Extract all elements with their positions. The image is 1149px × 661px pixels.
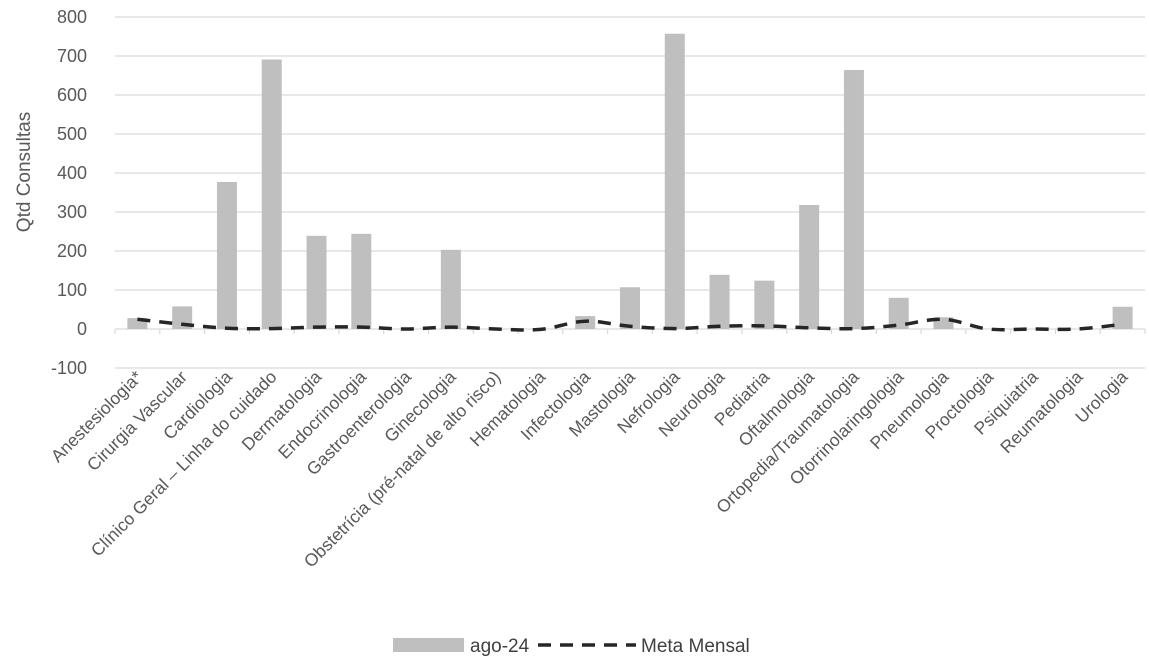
- bar-series: [127, 33, 1133, 330]
- bar: [664, 33, 685, 330]
- bar: [933, 317, 954, 329]
- bar: [888, 297, 909, 329]
- bar: [620, 287, 640, 329]
- y-tick-label: 0: [77, 319, 87, 339]
- bar: [261, 59, 282, 329]
- y-tick-label: 400: [57, 163, 87, 183]
- bar: [799, 204, 820, 329]
- y-tick-label: 800: [57, 7, 87, 27]
- bar: [843, 70, 864, 329]
- bar: [127, 318, 148, 329]
- legend-label-line: Meta Mensal: [641, 636, 750, 656]
- y-tick-label: 300: [57, 202, 87, 222]
- gridlines: [114, 16, 1146, 369]
- bar: [1112, 306, 1133, 329]
- bar: [306, 235, 327, 329]
- y-tick-label: 100: [57, 280, 87, 300]
- target-line: [137, 317, 1123, 332]
- legend-swatch-bars: [393, 638, 464, 652]
- bar: [351, 233, 372, 329]
- target-line-series: [137, 317, 1123, 332]
- y-tick-label: 500: [57, 124, 87, 144]
- bar: [440, 249, 461, 329]
- bar: [216, 181, 237, 329]
- bar: [709, 274, 730, 329]
- y-tick-label: 200: [57, 241, 87, 261]
- legend-label-bars: ago-24: [470, 636, 530, 656]
- y-axis-title: Qtd Consultas: [14, 112, 35, 232]
- x-category-labels: Anestesiologia*Cirurgia VascularCardiolo…: [47, 366, 1132, 571]
- y-tick-labels: -100 0 100 200 300 400 500 600 700 800: [51, 7, 87, 378]
- y-tick-label: 600: [57, 85, 87, 105]
- y-tick-label: 700: [57, 46, 87, 66]
- y-tick-label: -100: [51, 358, 87, 378]
- bar: [754, 280, 775, 329]
- legend: ago-24 Meta Mensal: [393, 636, 750, 657]
